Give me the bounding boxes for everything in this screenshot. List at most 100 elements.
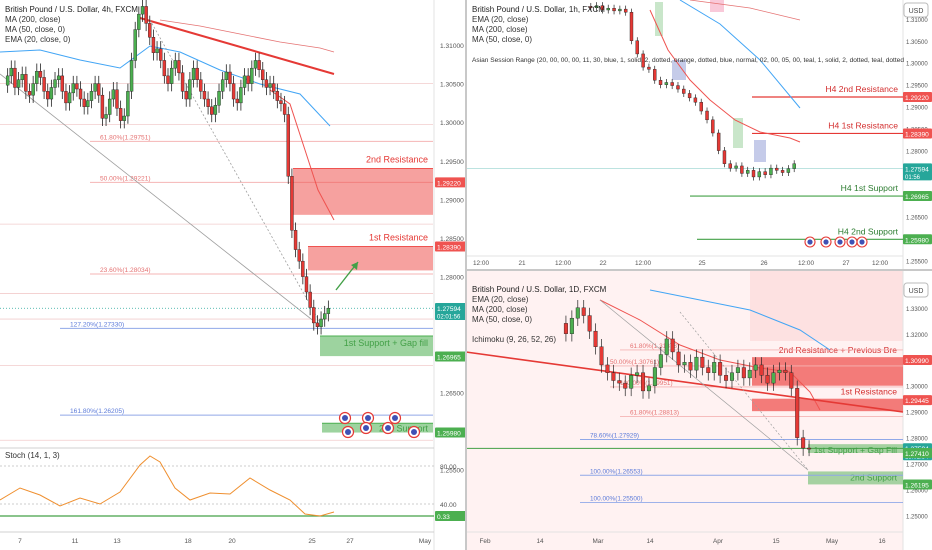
price-tag-label: 1.27594 <box>437 306 461 313</box>
candle-body <box>53 79 57 88</box>
candle-body <box>104 114 108 119</box>
candle-body <box>279 100 283 104</box>
candle-body <box>162 60 167 77</box>
candle-body <box>49 87 54 100</box>
chart-4h-panel[interactable]: 61.80%(1.29751) 50.00%(1.29221) 23.60%(1.2… <box>0 0 466 550</box>
zone-support <box>322 423 433 433</box>
candle-body <box>629 375 634 389</box>
fib-level-label: 23.60%(1.28034) <box>100 267 151 274</box>
ema-20-line <box>599 299 821 411</box>
trend-line <box>139 17 335 75</box>
event-flag-icon <box>345 429 351 435</box>
currency-button[interactable] <box>903 2 929 18</box>
session-box <box>672 60 686 80</box>
event-flag-icon <box>837 239 843 245</box>
fib-level-label: 100.00%(1.26553) <box>590 468 643 475</box>
candle-body <box>97 83 101 96</box>
candle-body <box>148 23 152 38</box>
candle-body <box>716 132 721 151</box>
candle-body <box>682 362 687 366</box>
date-tick-label: Mar <box>592 538 604 545</box>
price-tag-countdown: 02:01:56 <box>437 314 461 320</box>
price-tick-label: 1.25500 <box>440 468 464 475</box>
price-tag-label: 1.29220 <box>437 180 461 187</box>
price-tick-label: 1.31000 <box>440 43 464 50</box>
currency-label: USD <box>909 288 924 295</box>
price-tick-label: 1.29000 <box>440 197 464 204</box>
price-tag <box>903 447 932 458</box>
candle-body <box>623 8 628 13</box>
candle-body <box>177 60 181 73</box>
candle-body <box>202 91 207 100</box>
price-tick-label: 1.30500 <box>906 40 928 46</box>
price-tick-label: 1.26000 <box>906 489 928 495</box>
candle-body <box>180 72 185 92</box>
indicator-label: EMA (20, close, 0) <box>5 35 71 44</box>
candle-body <box>13 67 17 88</box>
candle-body <box>297 249 301 262</box>
candle-body <box>224 71 229 80</box>
price-tag-label: 1.29220 <box>905 95 929 102</box>
candle-body <box>670 82 674 86</box>
event-flag-icon <box>392 415 398 421</box>
price-tag-label: 1.29445 <box>905 398 929 405</box>
date-tick-label: 25 <box>308 538 316 545</box>
date-tick-label: 21 <box>518 260 526 267</box>
candle-body <box>795 388 800 438</box>
trend-line <box>599 299 809 471</box>
chart-1h-panel[interactable]: H4 2nd Resistance H4 1st Resistance H4 1st… <box>466 0 932 270</box>
candle-body <box>676 351 681 366</box>
candle-body <box>100 94 105 119</box>
zone-label: 1st Support + Gap fill <box>344 338 428 348</box>
candle-body <box>747 369 752 379</box>
candle-body <box>658 354 663 368</box>
candle-body <box>159 48 163 61</box>
event-flag-icon <box>849 239 855 245</box>
date-tick-label: 14 <box>646 538 654 545</box>
candle-body <box>664 82 669 85</box>
h4-level-label: H4 1st Resistance <box>828 120 898 130</box>
chart-title: British Pound / U.S. Dollar, 1D, FXCM <box>472 285 607 294</box>
event-flag-icon <box>365 415 371 421</box>
date-tick-label: 12:00 <box>555 260 571 267</box>
price-tick-label: 1.28000 <box>906 437 928 443</box>
date-tick-label: 27 <box>842 260 850 267</box>
fib-level-label: 127.20%(1.27330) <box>70 321 124 328</box>
candle-body <box>641 372 646 392</box>
price-tick-label: 1.25500 <box>906 259 928 265</box>
zone-label: 2nd Support <box>379 423 429 433</box>
candle-body <box>780 170 785 173</box>
chart-title: British Pound / U.S. Dollar, 1h, FXCM <box>472 5 605 14</box>
candle-body <box>606 8 610 11</box>
candle-body <box>133 29 137 61</box>
fib-level-label: 78.60%(1.27929) <box>590 433 639 440</box>
candle-body <box>42 77 46 92</box>
candle-body <box>38 71 43 78</box>
candle-body <box>282 103 287 115</box>
price-tick-label: 1.28000 <box>440 275 464 282</box>
candle-body <box>46 91 50 100</box>
candle-body <box>166 75 170 84</box>
candle-body <box>734 165 738 169</box>
candle-body <box>635 40 639 55</box>
candle-body <box>20 74 24 80</box>
candle-body <box>75 83 79 90</box>
candle-body <box>789 372 794 389</box>
currency-button[interactable] <box>903 282 929 298</box>
stoch-line <box>0 455 335 517</box>
candle-body <box>722 150 727 164</box>
indicator-label: MA (50, close, 0) <box>472 35 532 44</box>
candlestick-series-1d <box>563 299 812 457</box>
indicator-label: EMA (20, close) <box>472 15 529 24</box>
price-tag <box>903 234 932 245</box>
candle-body <box>699 102 703 112</box>
price-tag-label: 1.30990 <box>905 358 929 365</box>
price-tag-label: 1.25980 <box>905 237 929 244</box>
candle-body <box>618 8 622 12</box>
candle-body <box>688 362 693 371</box>
indicator-label: EMA (20, close) <box>472 295 529 304</box>
candle-body <box>807 447 812 450</box>
session-box <box>733 118 743 148</box>
price-tick-label: 1.27000 <box>906 463 928 469</box>
